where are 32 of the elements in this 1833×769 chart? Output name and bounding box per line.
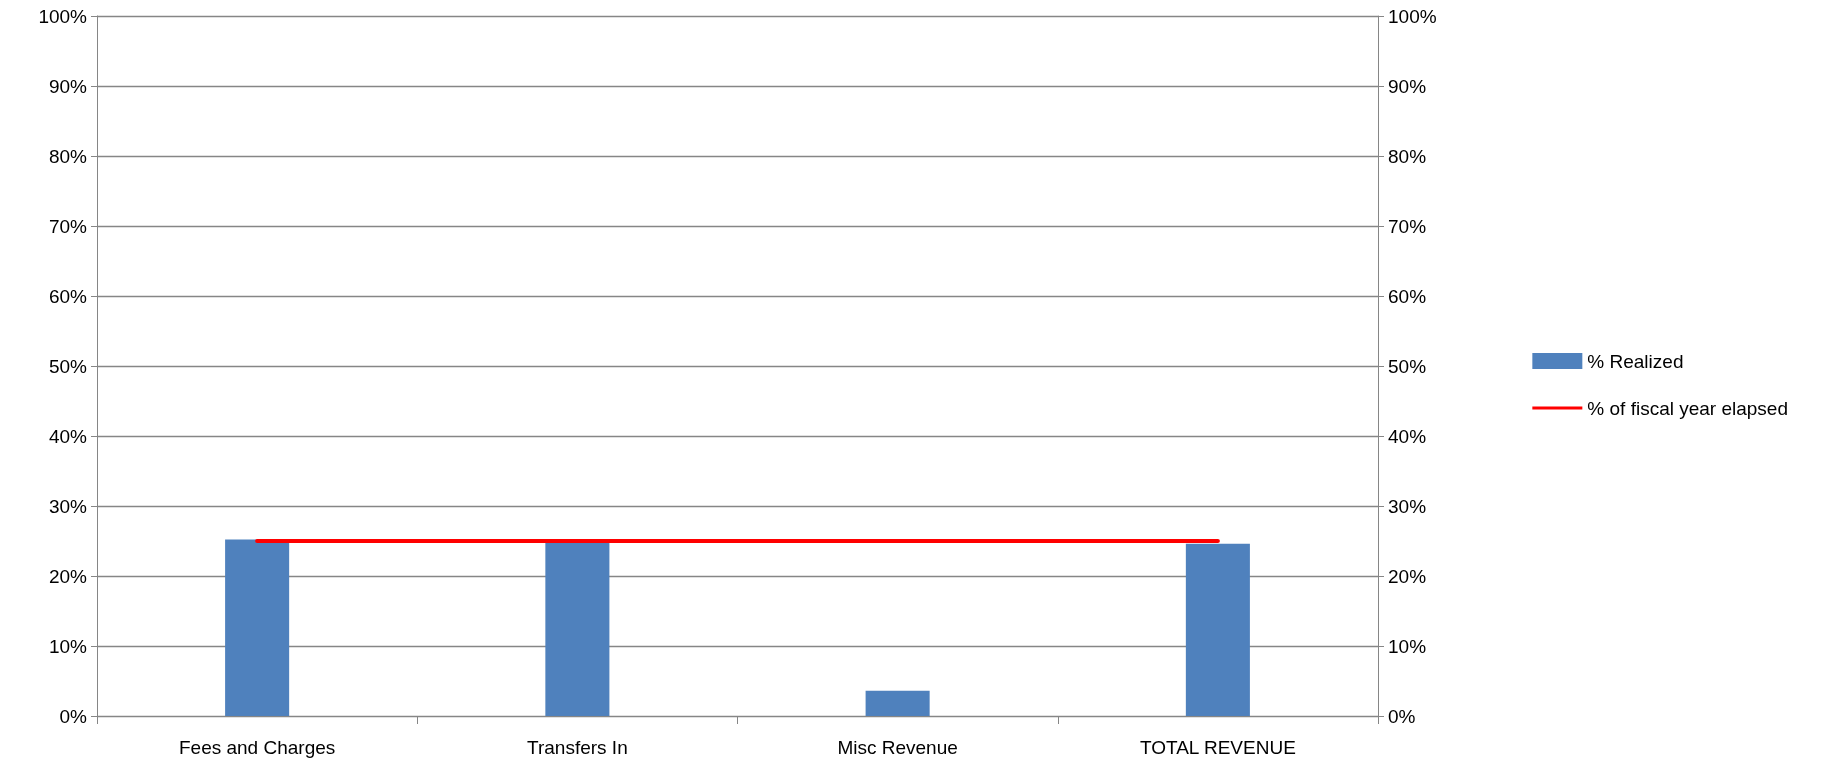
legend-label: % Realized (1587, 350, 1684, 372)
bar (545, 543, 610, 716)
bar (1185, 543, 1250, 716)
x-tick-label: TOTAL REVENUE (1139, 737, 1296, 758)
y2-tick-label: 90% (1388, 75, 1427, 97)
y-tick-label: 70% (48, 215, 88, 237)
y-tick-label: 100% (38, 5, 88, 27)
y2-tick-label: 100% (1388, 5, 1437, 27)
y-tick-label: 50% (48, 355, 88, 377)
x-tick-label: Misc Revenue (837, 737, 958, 758)
y2-tick-label: 60% (1388, 285, 1427, 307)
y-tick-label: 30% (48, 495, 88, 517)
y2-tick-label: 50% (1388, 355, 1427, 377)
bar (225, 539, 290, 716)
y2-tick-label: 0% (1388, 705, 1416, 727)
legend-label: % of fiscal year elapsed (1587, 397, 1789, 419)
y2-tick-label: 40% (1388, 425, 1427, 447)
y-tick-label: 60% (48, 285, 88, 307)
x-tick-label: Fees and Charges (178, 737, 336, 758)
y-tick-label: 0% (59, 705, 88, 727)
y2-tick-label: 80% (1388, 145, 1427, 167)
bar (865, 690, 930, 716)
x-tick-label: Transfers In (527, 737, 628, 758)
y2-tick-label: 30% (1388, 495, 1427, 517)
y2-tick-label: 20% (1388, 565, 1427, 587)
y-tick-label: 20% (48, 565, 88, 587)
y-tick-label: 10% (48, 635, 88, 657)
y-tick-label: 40% (48, 425, 88, 447)
y-tick-label: 90% (48, 75, 88, 97)
y2-tick-label: 70% (1388, 215, 1427, 237)
y2-tick-label: 10% (1388, 635, 1427, 657)
y-tick-label: 80% (48, 145, 88, 167)
